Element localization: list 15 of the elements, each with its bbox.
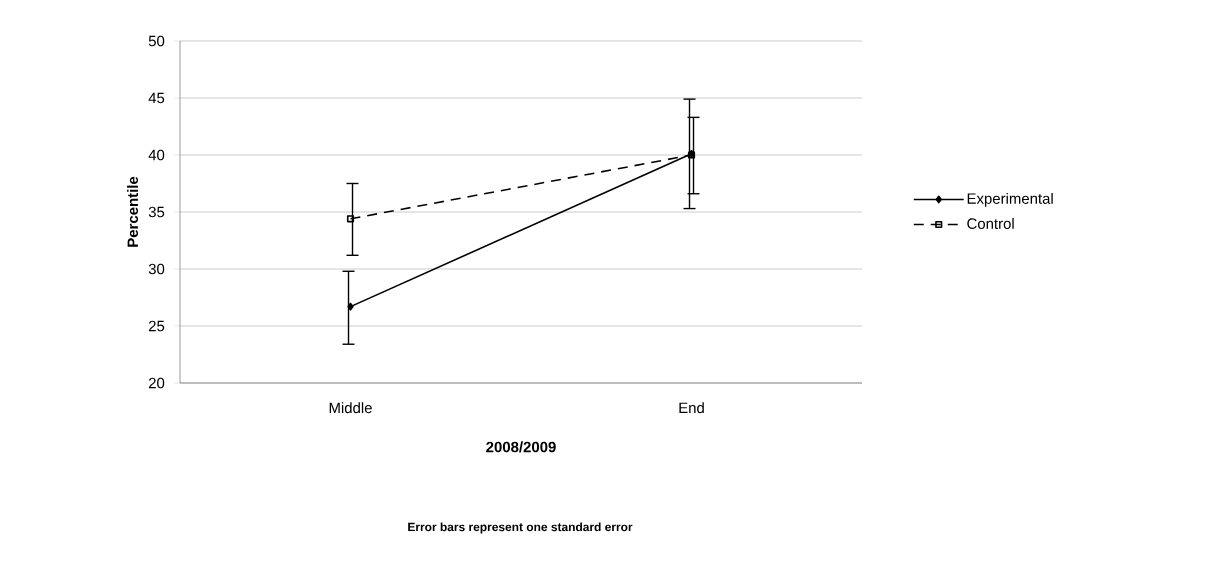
y-tick-label: 35 <box>148 206 165 218</box>
y-tick-label: 25 <box>148 320 165 332</box>
text: Error bars represent one standard error <box>408 522 633 534</box>
legend-label: Control <box>967 217 1014 229</box>
y-tick-label: 30 <box>148 263 165 275</box>
y-tick-label: 45 <box>148 92 165 104</box>
y-tick-label: 40 <box>148 149 165 161</box>
y-tick-label: 20 <box>148 377 165 389</box>
point <box>347 302 354 311</box>
y-tick-label: 50 <box>148 35 165 47</box>
y-axis-title: Percentile <box>127 176 139 247</box>
x-tick-label: Middle <box>329 402 372 414</box>
legend-label: Experimental <box>967 192 1053 207</box>
x-axis-title: 2008/2009 <box>486 441 556 453</box>
x-tick-label: End <box>679 402 704 414</box>
